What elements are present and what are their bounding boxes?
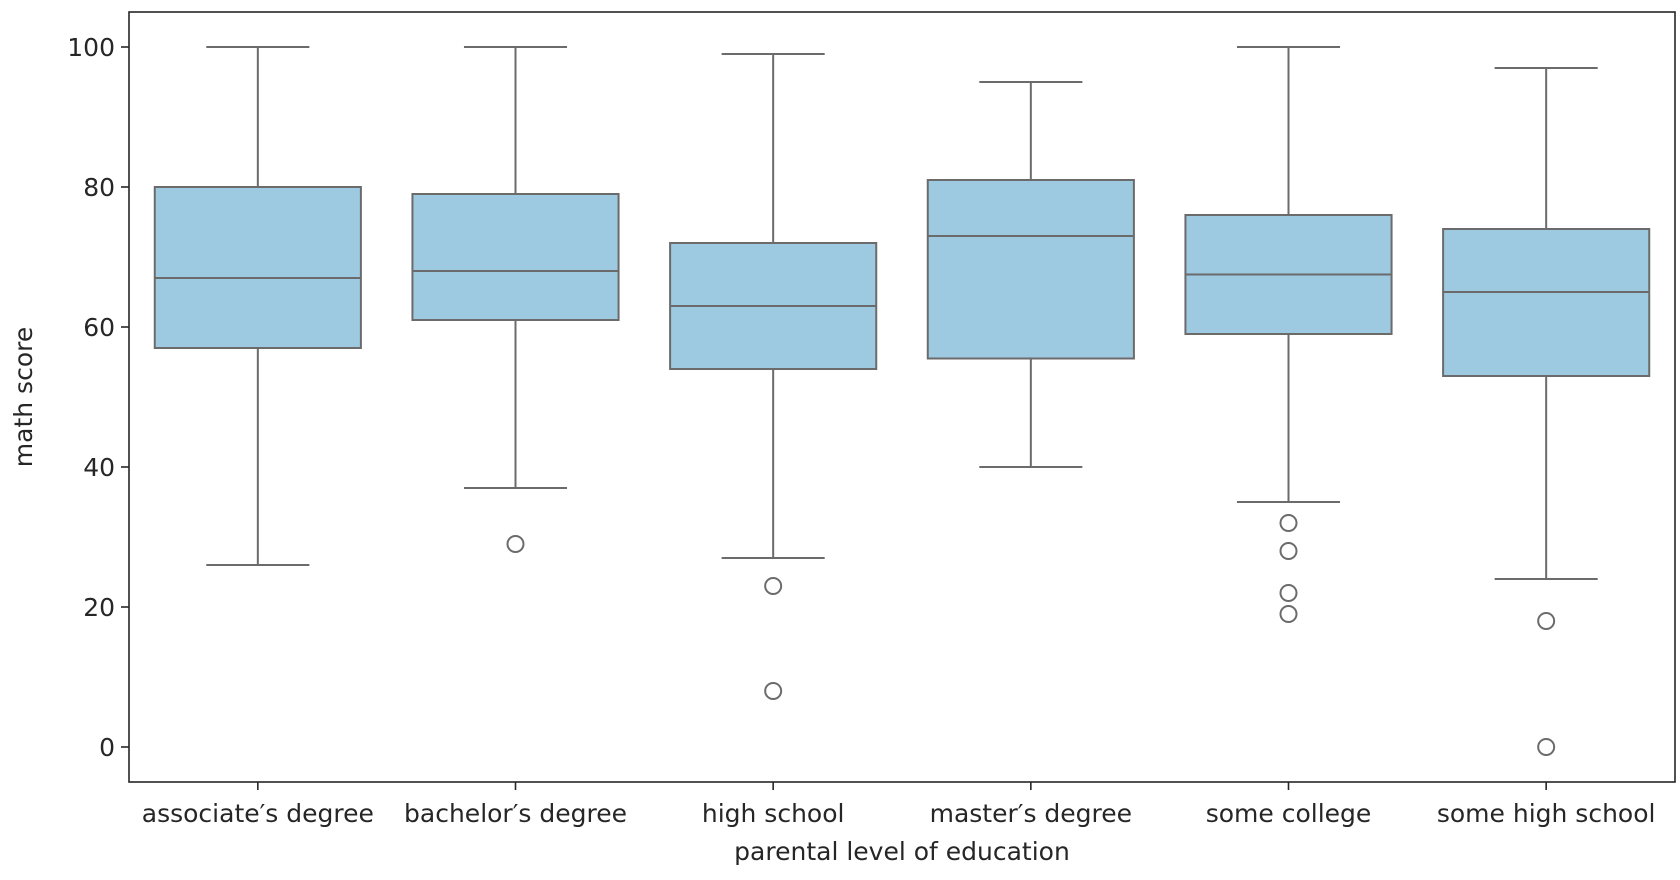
- box-group: [1442, 67, 1651, 756]
- outlier-point: [506, 535, 525, 553]
- y-tick-label: 80: [83, 173, 115, 202]
- box-iqr: [411, 193, 620, 321]
- y-tick-label: 100: [67, 33, 115, 62]
- y-axis-label: math score: [9, 327, 38, 467]
- y-tick-label: 20: [83, 593, 115, 622]
- x-tick-label: master′s degree: [930, 799, 1132, 828]
- y-axis: 0 20 40 60 80 100: [67, 33, 129, 762]
- box-group: [153, 46, 362, 566]
- y-tick-label: 0: [99, 733, 115, 762]
- box-group: [411, 46, 620, 553]
- box-iqr: [153, 186, 362, 349]
- x-tick-label: bachelor′s degree: [404, 799, 627, 828]
- y-tick-label: 40: [83, 453, 115, 482]
- boxes-layer: [153, 46, 1651, 756]
- outlier-point: [1537, 738, 1556, 756]
- outlier-point: [1279, 542, 1298, 560]
- box-iqr: [1442, 228, 1651, 377]
- x-tick-label: associate′s degree: [142, 799, 374, 828]
- x-tick-label: some college: [1206, 799, 1372, 828]
- box-group: [669, 53, 878, 700]
- outlier-point: [1537, 612, 1556, 630]
- box-iqr: [926, 179, 1135, 360]
- y-tick-label: 60: [83, 313, 115, 342]
- outlier-point: [764, 577, 783, 595]
- outlier-point: [1279, 584, 1298, 602]
- plot-frame: [128, 11, 1676, 783]
- x-tick-label: some high school: [1437, 799, 1656, 828]
- box-group: [1184, 46, 1393, 623]
- outlier-point: [764, 682, 783, 700]
- x-tick-label: high school: [702, 799, 845, 828]
- x-axis-label: parental level of education: [734, 837, 1070, 866]
- outlier-point: [1279, 514, 1298, 532]
- outlier-point: [1279, 605, 1298, 623]
- x-axis: associate′s degree bachelor′s degree high …: [142, 782, 1656, 828]
- box-group: [926, 81, 1135, 468]
